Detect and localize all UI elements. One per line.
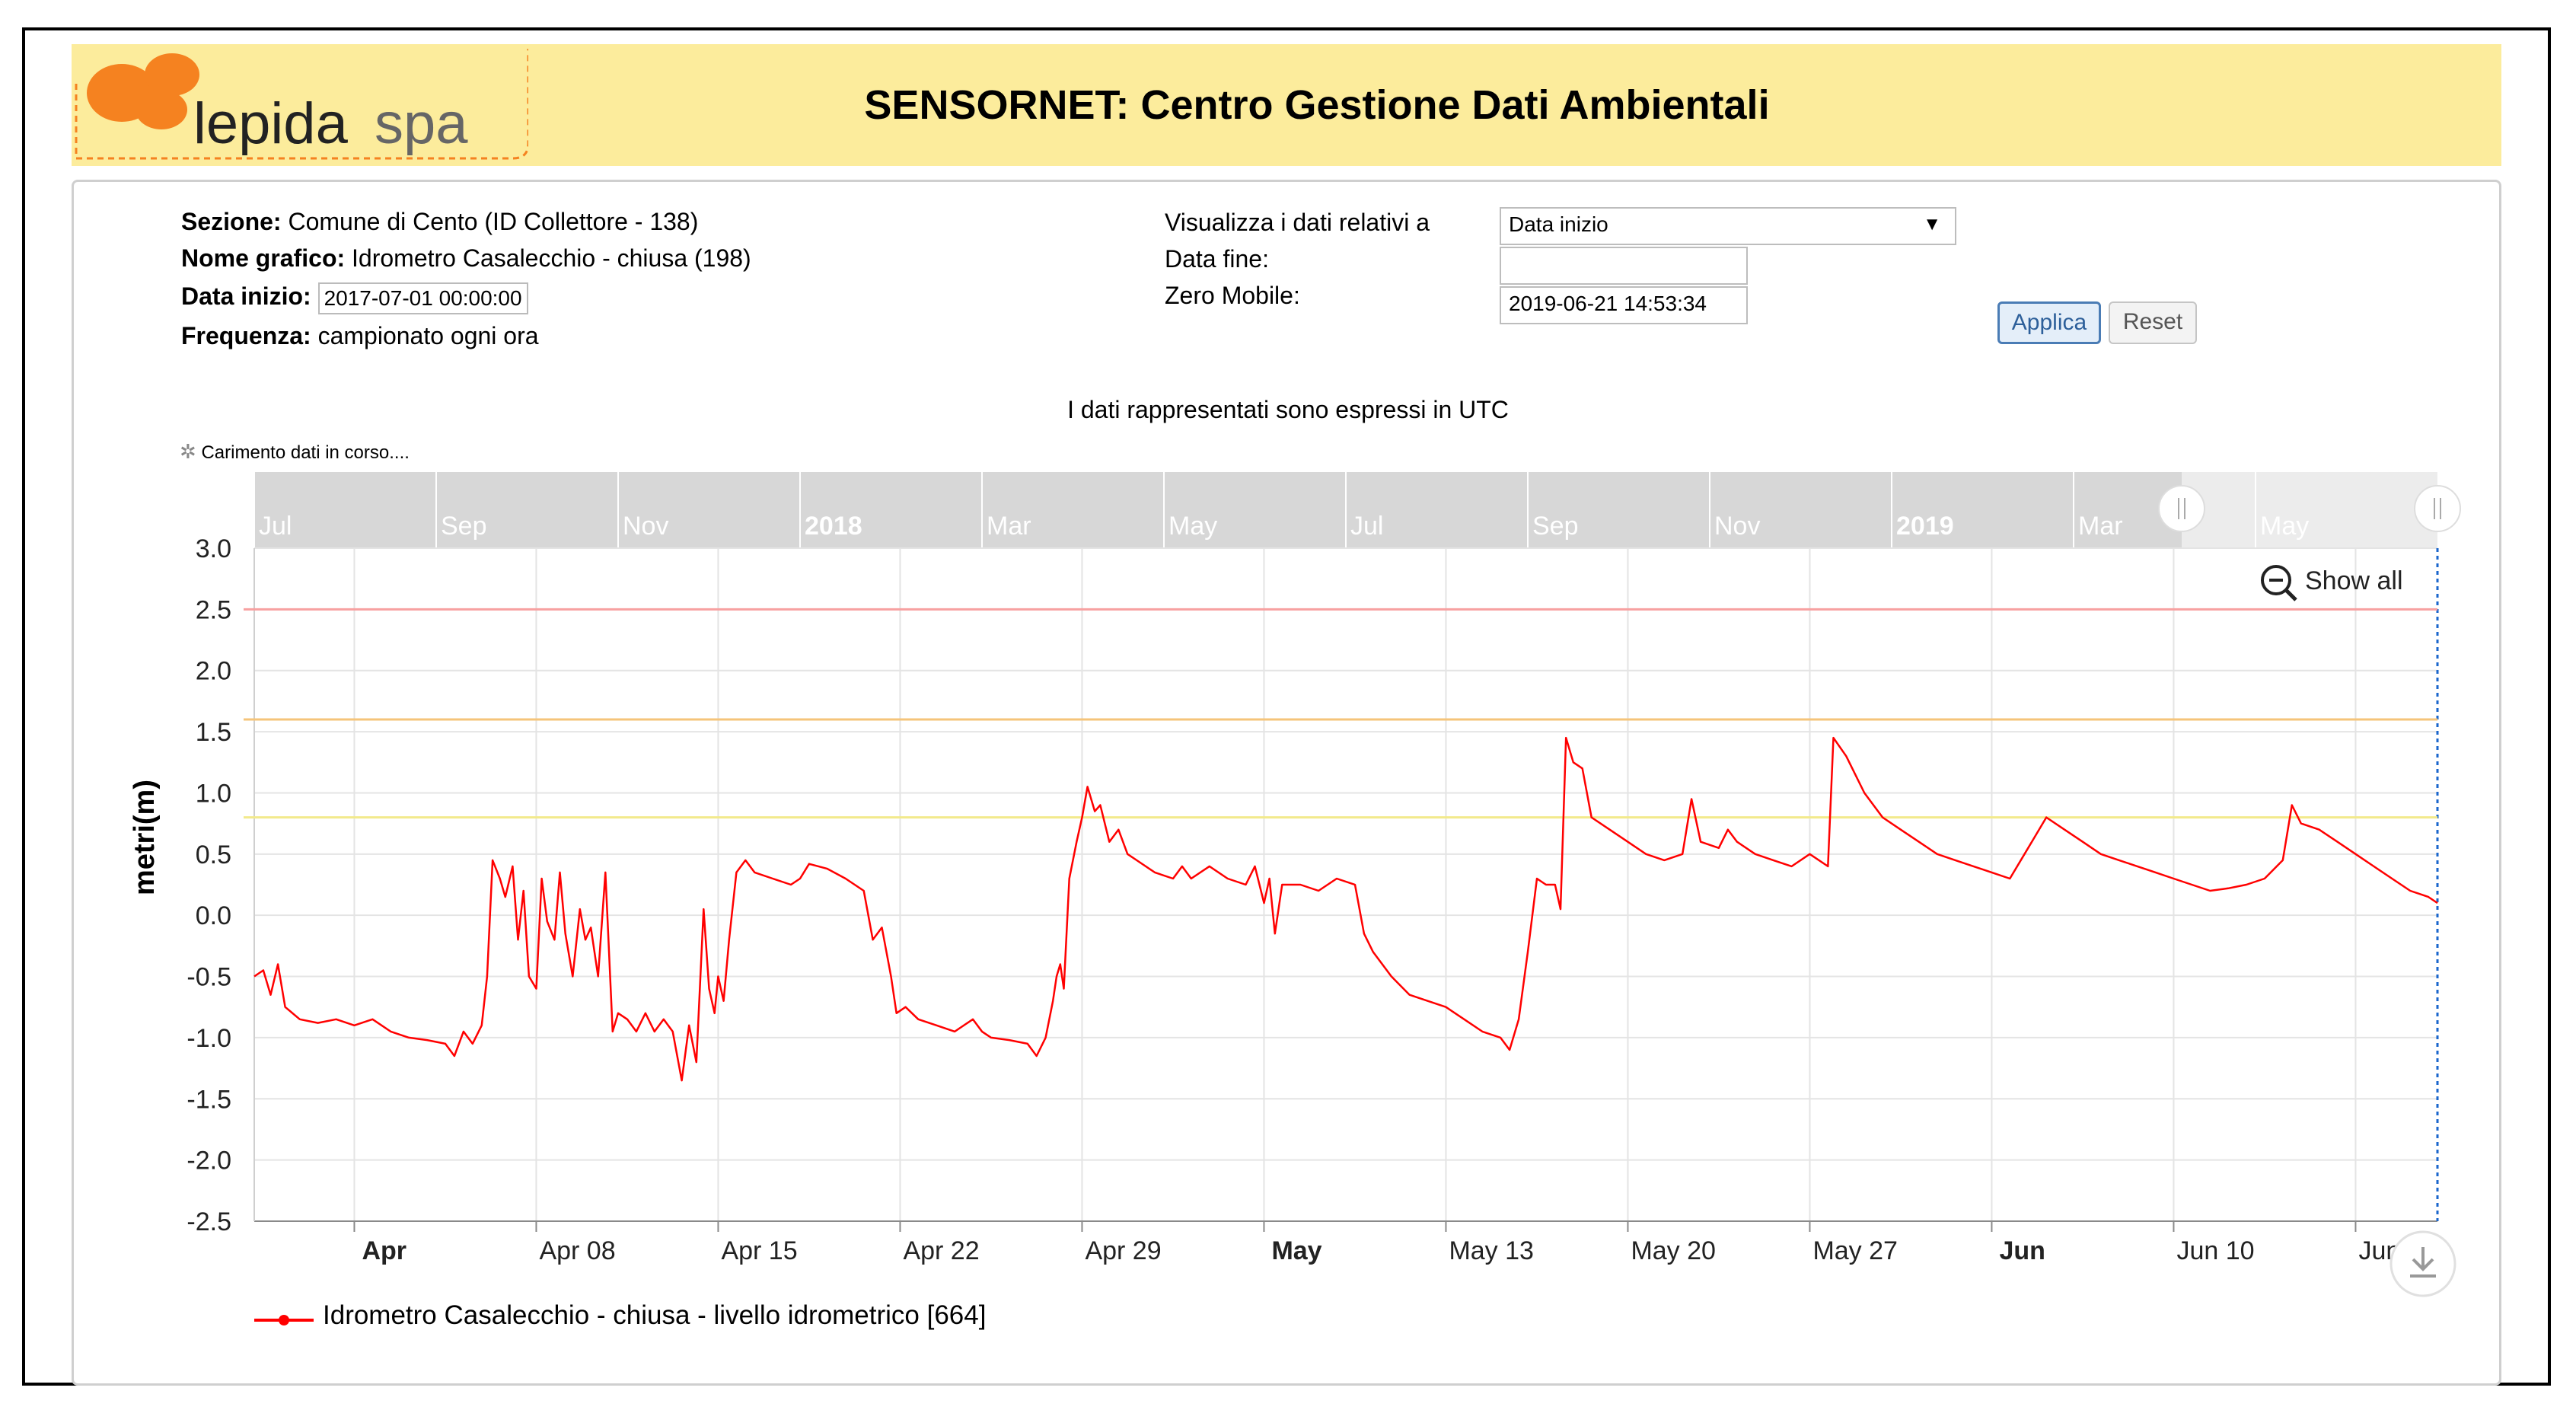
navigator-label: May (1168, 512, 1217, 541)
navigator-label: 2018 (805, 512, 862, 541)
app-title: SENSORNET: Centro Gestione Dati Ambienta… (864, 82, 1770, 128)
zero-mobile-label: Zero Mobile: (1165, 282, 1300, 309)
navigator-label: Nov (623, 512, 668, 541)
x-tick-label: May (1271, 1236, 1321, 1265)
y-tick-label: -1.5 (187, 1085, 231, 1114)
y-axis-title: metri(m) (129, 780, 161, 895)
y-tick-label: 3.0 (196, 534, 231, 563)
x-tick-label: Jun 10 (2176, 1236, 2254, 1265)
show-all-button[interactable]: Show all (2261, 565, 2403, 601)
y-tick-label: 1.5 (196, 718, 231, 747)
threshold-lines (244, 608, 2437, 819)
spinner-icon: ✲ (180, 440, 196, 463)
x-tick-label: May 27 (1812, 1236, 1898, 1265)
sezione-row: Sezione: Comune di Cento (ID Collettore … (181, 207, 698, 236)
navigator-bar[interactable]: Jul Sep Nov 2018 Mar May Jul Sep Nov 2019 Mar May (253, 472, 2461, 548)
frequenza-row: Frequenza: campionato ogni ora (181, 321, 539, 350)
series-line[interactable] (253, 736, 2438, 1082)
nome-grafico-label: Nome grafico: (181, 244, 346, 272)
data-range-select[interactable]: Data inizio ▼ (1500, 207, 1956, 245)
x-tick-label: Apr 08 (539, 1236, 615, 1265)
navigator-selection[interactable] (2182, 472, 2437, 548)
navigator-handle-left[interactable] (2158, 485, 2205, 532)
x-axis: Apr Apr 08 Apr 15 Apr 22 Apr 29 May May 13 May … (353, 1221, 2437, 1265)
legend-label: Idrometro Casalecchio - chiusa - livello… (323, 1300, 987, 1330)
zoom-out-icon-handle (2284, 589, 2297, 601)
data-range-select-value: Data inizio (1509, 212, 1608, 236)
visualizza-label: Visualizza i dati relativi a (1165, 209, 1430, 236)
y-axis: 3.0 2.5 2.0 1.5 1.0 0.5 0.0 -0.5 -1.0 -1.5 -2.0 -2.… (187, 534, 231, 1236)
frequenza-value: campionato ogni ora (317, 322, 539, 349)
reset-button[interactable]: Reset (2109, 301, 2197, 344)
navigator-label: Jul (1350, 512, 1383, 541)
y-tick-label: -2.0 (187, 1147, 231, 1176)
data-inizio-value: 2017-07-01 00:00:00 (317, 282, 528, 314)
content-panel (72, 180, 2501, 1386)
x-tick-label: Apr (362, 1236, 406, 1265)
utc-note: I dati rappresentati sono espressi in UT… (1067, 396, 1509, 423)
frequenza-label: Frequenza: (181, 322, 311, 349)
navigator-label: Sep (441, 512, 487, 541)
y-tick-label: 1.0 (196, 779, 231, 808)
navigator-label: Jul (259, 512, 292, 541)
data-fine-input[interactable] (1500, 247, 1748, 285)
navigator-label: Sep (1532, 512, 1579, 541)
x-tick-label: May 13 (1449, 1236, 1534, 1265)
sezione-value: Comune di Cento (ID Collettore - 138) (288, 208, 699, 235)
legend-item[interactable]: Idrometro Casalecchio - chiusa - livello… (323, 1300, 986, 1331)
navigator-label: Nov (1714, 512, 1760, 541)
data-inizio-label: Data inizio: (181, 282, 311, 310)
header-bar: lepida spa SENSORNET: Centro Gestione Da… (72, 44, 2501, 166)
apply-button[interactable]: Applica (1997, 301, 2101, 344)
legend-dot (279, 1315, 289, 1325)
y-tick-label: -1.0 (187, 1024, 231, 1053)
download-icon (2410, 1247, 2436, 1278)
navigator-label: Mar (2078, 512, 2123, 541)
series-group (253, 736, 2438, 1082)
chevron-down-icon: ▼ (1923, 214, 1941, 234)
show-all-label: Show all (2305, 566, 2403, 595)
data-inizio-row: Data inizio: 2017-07-01 00:00:00 (181, 282, 528, 314)
nome-grafico-value: Idrometro Casalecchio - chiusa (198) (352, 244, 751, 272)
sezione-label: Sezione: (181, 208, 282, 235)
navigator-label: 2019 (1896, 512, 1954, 541)
zero-mobile-input[interactable]: 2019-06-21 14:53:34 (1500, 286, 1748, 324)
x-tick-label: Apr 22 (903, 1236, 979, 1265)
export-button[interactable] (2389, 1230, 2456, 1297)
lepida-logo: lepida spa (75, 49, 528, 160)
y-tick-label: 0.5 (196, 841, 231, 869)
y-tick-label: -2.5 (187, 1207, 231, 1236)
navigator-handle-right[interactable] (2414, 485, 2461, 532)
y-tick-label: 0.0 (196, 901, 231, 930)
x-tick-label: Jun (1999, 1236, 2045, 1265)
y-tick-label: 2.0 (196, 657, 231, 686)
loading-text: Carimento dati in corso.... (201, 442, 410, 463)
x-tick-label: May 20 (1631, 1236, 1716, 1265)
chart-grid (253, 547, 2439, 1222)
zoom-out-icon (2261, 565, 2291, 595)
y-tick-label: -0.5 (187, 963, 231, 992)
navigator-label: May (2260, 512, 2309, 541)
data-fine-label: Data fine: (1165, 245, 1269, 273)
loading-indicator: ✲ Carimento dati in corso.... (180, 440, 410, 464)
legend-marker (254, 1315, 314, 1325)
logo-text-lepida: lepida (193, 91, 349, 156)
y-tick-label: 2.5 (196, 595, 231, 624)
logo-text-spa: spa (375, 91, 468, 156)
x-tick-label: Apr 29 (1085, 1236, 1161, 1265)
navigator-label: Mar (987, 512, 1031, 541)
x-tick-label: Apr 15 (721, 1236, 797, 1265)
nome-grafico-row: Nome grafico: Idrometro Casalecchio - ch… (181, 244, 751, 273)
